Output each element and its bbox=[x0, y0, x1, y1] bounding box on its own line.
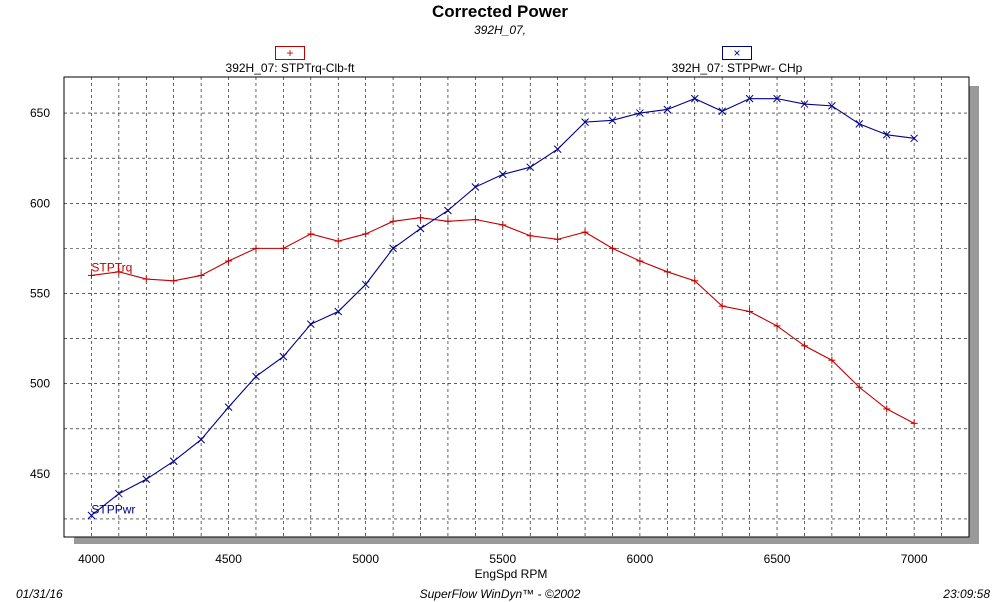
x-tick-label: 6500 bbox=[764, 552, 791, 566]
data-point bbox=[197, 435, 205, 444]
data-point bbox=[608, 116, 617, 125]
data-point bbox=[252, 372, 260, 381]
data-point bbox=[498, 170, 507, 179]
data-point bbox=[773, 322, 781, 330]
x-axis-label: EngSpd RPM bbox=[475, 567, 548, 581]
data-point bbox=[883, 405, 891, 413]
data-point bbox=[115, 268, 123, 276]
data-point bbox=[416, 224, 425, 233]
data-point bbox=[745, 94, 754, 103]
data-point bbox=[663, 105, 672, 114]
data-point bbox=[142, 475, 151, 484]
data-point bbox=[279, 244, 287, 252]
data-point bbox=[855, 120, 864, 128]
data-point bbox=[581, 228, 589, 236]
data-point bbox=[663, 268, 671, 276]
data-point bbox=[307, 230, 315, 238]
series-layer: STPTrq STPPwr bbox=[87, 94, 919, 520]
data-point bbox=[800, 100, 809, 108]
data-point bbox=[306, 320, 315, 328]
data-point bbox=[773, 94, 781, 103]
footer-time: 23:09:58 bbox=[943, 587, 990, 601]
data-point bbox=[87, 511, 96, 520]
data-point bbox=[882, 130, 891, 139]
legend-power-marker: × bbox=[722, 46, 752, 60]
legend-torque-marker: + bbox=[275, 46, 305, 60]
data-point bbox=[197, 271, 205, 279]
data-point bbox=[608, 244, 616, 252]
y-tick-label: 550 bbox=[30, 286, 50, 300]
x-tick-label: 5000 bbox=[352, 552, 379, 566]
chart-subtitle: 392H_07, bbox=[473, 23, 527, 37]
data-point bbox=[691, 277, 699, 285]
data-point bbox=[910, 134, 919, 143]
data-point bbox=[800, 342, 808, 350]
series-inline-label: STPPwr bbox=[91, 502, 135, 516]
data-point bbox=[746, 308, 754, 316]
data-point bbox=[114, 489, 123, 498]
y-tick-label: 600 bbox=[30, 196, 50, 210]
data-point bbox=[362, 230, 370, 238]
data-point bbox=[718, 302, 726, 310]
data-point bbox=[553, 145, 562, 154]
x-tick-label: 6000 bbox=[627, 552, 654, 566]
data-point bbox=[389, 244, 397, 253]
data-point bbox=[334, 237, 342, 245]
data-point bbox=[828, 356, 836, 364]
chart-title: Corrected Power bbox=[431, 2, 569, 21]
series-stppwr: STPPwr bbox=[87, 94, 919, 520]
data-point bbox=[225, 257, 233, 265]
data-point bbox=[499, 221, 507, 229]
data-point bbox=[718, 107, 727, 116]
data-point bbox=[279, 352, 288, 361]
y-tick-label: 450 bbox=[30, 467, 50, 481]
data-point bbox=[828, 102, 836, 110]
data-point bbox=[636, 109, 644, 117]
data-point bbox=[417, 214, 425, 222]
y-tick-label: 650 bbox=[30, 106, 50, 120]
footer-software: SuperFlow WinDyn™ - ©2002 bbox=[419, 587, 581, 601]
legend-power-label: 392H_07: STPPwr- CHp bbox=[671, 61, 803, 75]
data-point bbox=[526, 232, 534, 240]
data-point bbox=[471, 183, 480, 191]
footer-date: 01/31/16 bbox=[16, 587, 63, 601]
data-point bbox=[910, 419, 918, 427]
x-tick-label: 7000 bbox=[901, 552, 928, 566]
data-point bbox=[334, 307, 343, 316]
data-point bbox=[142, 275, 150, 283]
data-point bbox=[690, 94, 699, 103]
legend-torque-label: 392H_07: STPTrq-Clb-ft bbox=[225, 61, 355, 75]
data-point bbox=[636, 257, 644, 265]
data-point bbox=[526, 163, 535, 172]
data-point bbox=[170, 277, 178, 285]
data-point bbox=[389, 217, 397, 225]
series-inline-label: STPTrq bbox=[91, 260, 132, 274]
plot-area bbox=[63, 76, 970, 538]
data-point bbox=[361, 280, 370, 289]
series-stptrq: STPTrq bbox=[87, 214, 918, 427]
data-point bbox=[444, 217, 452, 225]
data-point bbox=[224, 403, 233, 411]
data-point bbox=[471, 216, 479, 224]
x-tick-label: 4000 bbox=[78, 552, 105, 566]
data-point bbox=[444, 206, 452, 215]
data-point bbox=[855, 383, 863, 391]
data-point bbox=[554, 235, 562, 243]
data-point bbox=[581, 118, 589, 126]
legend-power: × 392H_07: STPPwr- CHp bbox=[637, 46, 837, 75]
y-tick-label: 500 bbox=[30, 377, 50, 391]
x-tick-label: 4500 bbox=[215, 552, 242, 566]
x-tick-label: 5500 bbox=[489, 552, 516, 566]
data-point bbox=[252, 244, 260, 252]
data-point bbox=[87, 271, 95, 279]
grid bbox=[64, 77, 969, 537]
data-point bbox=[169, 457, 178, 466]
tick-labels: 4000 4500 5000 5500 6000 6500 7000 450 500 550 600… bbox=[30, 106, 928, 566]
legend-torque: + 392H_07: STPTrq-Clb-ft bbox=[190, 46, 390, 75]
